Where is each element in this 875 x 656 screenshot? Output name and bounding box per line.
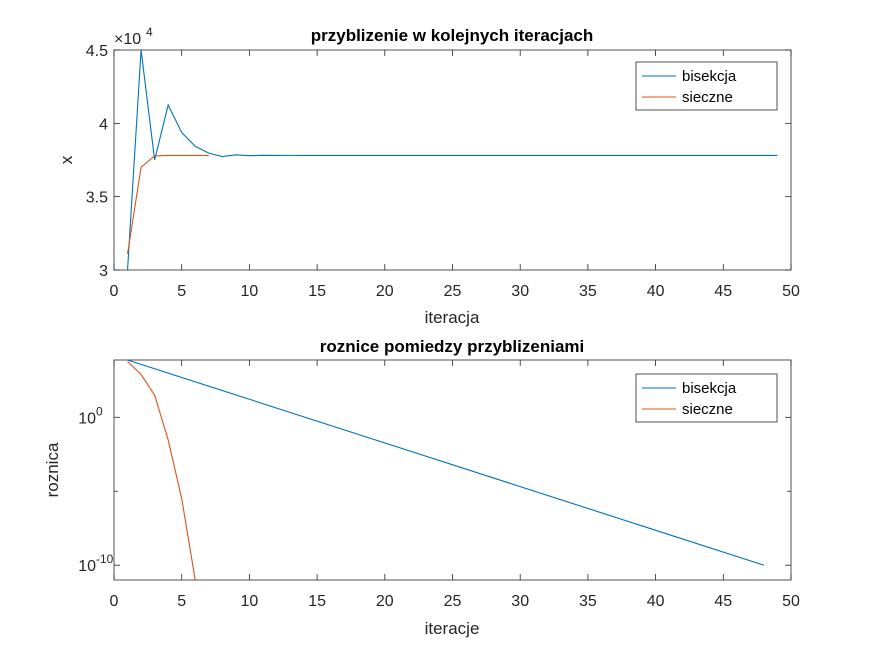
legend-label-bisekcja-top: bisekcja	[682, 68, 737, 85]
legend-label-sieczne-top: sieczne	[682, 89, 733, 106]
x-tick-label: 40	[647, 593, 665, 610]
series-line-bisekcja	[126, 49, 778, 271]
x-tick-label: 45	[714, 283, 732, 300]
legend-bottom: bisekcja sieczne	[635, 373, 778, 423]
legend-box-bottom	[635, 373, 778, 423]
y-axis-label-top: x	[57, 155, 76, 164]
x-tick-label: 40	[647, 283, 665, 300]
x-tick-label: 5	[177, 593, 186, 610]
chart-title-top: przyblizenie w kolejnych iteracjach	[311, 26, 594, 45]
series-line-sieczne	[127, 361, 196, 581]
y-tick-label-power: -10	[96, 552, 114, 566]
legend-top: bisekcja sieczne	[635, 61, 778, 111]
chart-iterations: 0 5 10 15 20 25 30 35 40 45 50 3 3.5 4 4.5 przyblizeni…	[57, 25, 800, 327]
exponent-label: ×10 4	[114, 25, 153, 48]
x-tick-label: 35	[579, 283, 597, 300]
x-tick-label: 45	[714, 593, 732, 610]
series-line-bisekcja	[127, 359, 765, 566]
x-axis-label-bottom: iteracje	[425, 619, 480, 638]
y-tick-label: 4.5	[86, 43, 108, 60]
exponent-power: 4	[146, 25, 153, 39]
y-tick-label: 3.5	[86, 190, 108, 207]
x-tick-label: 5	[177, 283, 186, 300]
x-tick-label: 20	[376, 283, 394, 300]
legend-box-top	[635, 61, 778, 111]
x-tick-label: 50	[782, 593, 800, 610]
x-tick-label: 25	[444, 283, 462, 300]
x-tick-label: 50	[782, 283, 800, 300]
axes-top: 0 5 10 15 20 25 30 35 40 45 50 3 3.5 4 4.5	[86, 43, 800, 300]
y-tick-label: 10	[78, 410, 96, 427]
x-tick-label: 20	[376, 593, 394, 610]
x-tick-label: 35	[579, 593, 597, 610]
exponent-base: ×10	[114, 31, 141, 48]
y-tick-label-power: 0	[96, 404, 103, 418]
chart-title-bottom: roznice pomiedzy przyblizeniami	[320, 337, 585, 356]
y-tick-label: 3	[99, 263, 108, 280]
y-axis-label-bottom: roznica	[43, 442, 62, 497]
x-tick-label: 15	[308, 593, 326, 610]
x-tick-label: 15	[308, 283, 326, 300]
x-tick-label: 0	[110, 283, 119, 300]
x-tick-label: 25	[444, 593, 462, 610]
series-group-bottom	[127, 359, 765, 581]
x-tick-label: 10	[241, 593, 259, 610]
series-group-top	[126, 49, 778, 271]
series-line-sieczne	[126, 154, 209, 254]
y-tick-label: 4	[99, 116, 108, 133]
legend-label-sieczne-bottom: sieczne	[682, 401, 733, 418]
x-axis-label-top: iteracja	[425, 308, 480, 327]
x-tick-label: 0	[110, 593, 119, 610]
y-tick-label: 10	[78, 558, 96, 575]
x-tick-label: 10	[241, 283, 259, 300]
legend-label-bisekcja-bottom: bisekcja	[682, 380, 737, 397]
x-tick-label: 30	[511, 593, 529, 610]
x-tick-label: 30	[511, 283, 529, 300]
